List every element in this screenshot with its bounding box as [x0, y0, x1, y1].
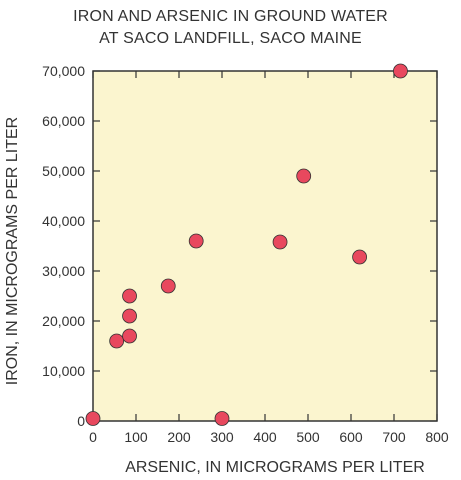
y-tick-label: 20,000: [42, 313, 85, 329]
data-point: [160, 278, 176, 294]
x-tick-label: 100: [124, 429, 148, 445]
data-point: [296, 168, 312, 184]
y-tick-label: 0: [77, 413, 85, 429]
data-point: [214, 411, 230, 426]
data-point: [272, 234, 288, 250]
data-point: [85, 411, 101, 426]
y-tick-label: 60,000: [42, 113, 85, 129]
x-tick-label: 0: [89, 429, 97, 445]
y-tick-label: 50,000: [42, 163, 85, 179]
y-axis-label: IRON, IN MICROGRAMS PER LITER: [4, 117, 21, 385]
data-point: [393, 63, 408, 79]
y-tick-label: 70,000: [42, 63, 85, 79]
chart-title-line-1: IRON AND ARSENIC IN GROUND WATER: [73, 8, 388, 25]
data-point: [109, 333, 125, 349]
data-point: [122, 288, 137, 304]
x-tick-label: 800: [425, 429, 449, 445]
data-point: [352, 249, 368, 265]
chart-title-line-2: AT SACO LANDFILL, SACO MAINE: [99, 30, 362, 47]
plot-area: [92, 70, 438, 422]
x-tick-label: 500: [296, 429, 320, 445]
x-tick-label: 400: [253, 429, 277, 445]
x-tick-label: 600: [339, 429, 363, 445]
y-tick-label: 30,000: [42, 263, 85, 279]
y-tick-label: 40,000: [42, 213, 85, 229]
data-point: [122, 308, 137, 324]
data-point: [122, 328, 137, 344]
x-tick-label: 700: [382, 429, 406, 445]
x-tick-label: 200: [167, 429, 191, 445]
x-axis-label: ARSENIC, IN MICROGRAMS PER LITER: [125, 459, 425, 476]
x-tick-label: 300: [210, 429, 234, 445]
y-tick-label: 10,000: [42, 363, 85, 379]
data-point: [188, 233, 204, 249]
